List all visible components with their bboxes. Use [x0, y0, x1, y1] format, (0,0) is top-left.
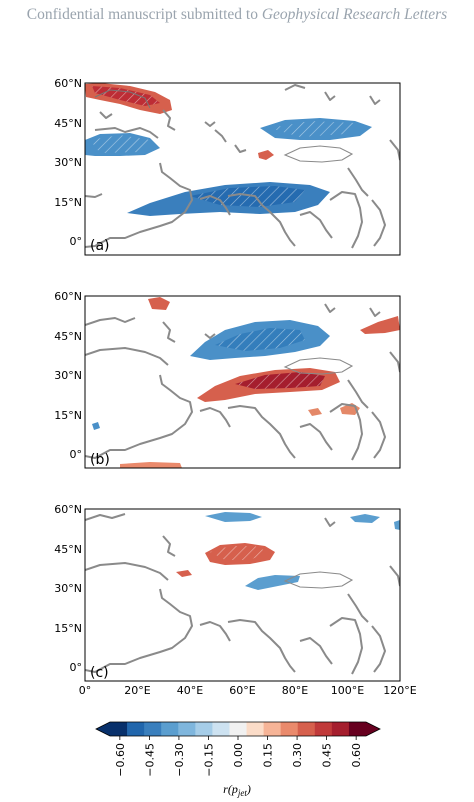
lon-tick: 0°	[79, 684, 92, 697]
lat-tick: 15°N	[54, 196, 82, 209]
lon-tick: 80°E	[282, 684, 308, 697]
colorbar-bin	[331, 722, 350, 736]
lat-tick: 0°	[70, 661, 83, 674]
coastlines-c	[85, 513, 400, 675]
lon-ticks: 0° 20°E 40°E 60°E 80°E 100°E 120°E	[79, 684, 417, 697]
lat-tick: 0°	[70, 448, 83, 461]
colorbar-tick-label: 0.45	[321, 743, 334, 768]
panel-a-frame	[84, 82, 401, 256]
colorbar-tick-label: −0.15	[202, 743, 215, 777]
colorbar-tick-label: 0.15	[262, 743, 275, 768]
red-spot-east-b	[360, 316, 400, 334]
tibet-contour-c	[283, 571, 354, 589]
colorbar-max-extend	[366, 722, 380, 736]
panel-c: (c)	[84, 508, 401, 682]
lat-tick: 60°N	[54, 503, 82, 516]
colorbar-bin	[212, 722, 230, 736]
lat-tick: 15°N	[54, 622, 82, 635]
significance-hatching-a	[90, 86, 355, 207]
lat-tick: 45°N	[54, 543, 82, 556]
panel-c-label: (c)	[90, 665, 109, 681]
colorbar: −0.60 −0.45 −0.30 −0.15 0.00 0.15 0.30 0.45 0.60…	[95, 721, 381, 798]
blue-strip-east-c	[350, 514, 380, 523]
manuscript-header: Confidential manuscript submitted to Geo…	[0, 6, 474, 24]
colorbar-bin	[195, 722, 213, 736]
significance-hatching-c	[210, 546, 268, 560]
panel-c-frame	[84, 508, 401, 682]
lat-tick: 30°N	[54, 369, 82, 382]
red-spot-west-c	[176, 570, 192, 577]
colorbar-bin	[263, 722, 282, 736]
lat-tick: 30°N	[54, 582, 82, 595]
journal-name: Geophysical Research Letters	[261, 6, 448, 23]
lat-tick: 60°N	[54, 290, 82, 303]
lat-ticks-b: 60°N 45°N 30°N 15°N 0°	[54, 290, 82, 461]
red-strip-south-b	[120, 462, 182, 468]
colorbar-tick-label: 0.30	[291, 743, 304, 768]
red-spot-india-b	[308, 408, 322, 416]
tibet-contour-a	[283, 145, 354, 163]
red-spot-himalaya	[258, 150, 274, 160]
lon-tick: 60°E	[229, 684, 255, 697]
colorbar-bin	[314, 722, 333, 736]
colorbar-bin	[144, 722, 162, 736]
lat-tick: 60°N	[54, 77, 82, 90]
lon-tick: 100°E	[331, 684, 364, 697]
panel-b-frame	[84, 295, 401, 469]
colorbar-bin	[110, 722, 128, 736]
coastlines-b	[85, 303, 400, 461]
header-prefix: Confidential manuscript submitted to	[26, 6, 262, 23]
lat-ticks-c: 60°N 45°N 30°N 15°N 0°	[54, 503, 82, 674]
lat-tick: 45°N	[54, 117, 82, 130]
panel-a-label: (a)	[90, 238, 110, 254]
lon-tick: 120°E	[383, 684, 416, 697]
panel-a: (a)	[84, 82, 401, 256]
colorbar-bin	[280, 722, 299, 736]
colorbar-bin	[348, 722, 367, 736]
significance-hatching-b	[215, 328, 325, 389]
colorbar-label-main: r(p	[223, 782, 238, 796]
coastlines-a	[85, 84, 400, 249]
colorbar-bin	[297, 722, 316, 736]
blue-spot-africa-b	[92, 422, 100, 430]
colorbar-segments	[96, 722, 380, 736]
colorbar-label-close: )	[246, 782, 251, 796]
colorbar-label-sub: jet	[237, 788, 247, 798]
colorbar-ticks: −0.60 −0.45 −0.30 −0.15 0.00 0.15 0.30 0.45 0.60	[114, 736, 363, 777]
lat-ticks-a: 60°N 45°N 30°N 15°N 0°	[54, 77, 82, 248]
lon-tick: 40°E	[177, 684, 203, 697]
colorbar-tick-label: −0.30	[173, 743, 186, 777]
lat-tick: 15°N	[54, 409, 82, 422]
panel-b-label: (b)	[90, 452, 110, 468]
lat-tick: 0°	[70, 235, 83, 248]
colorbar-bin	[161, 722, 179, 736]
colorbar-outline	[95, 721, 381, 737]
colorbar-bin	[246, 722, 264, 736]
lon-tick: 20°E	[124, 684, 150, 697]
colorbar-label: r(pjet)	[223, 782, 251, 798]
colorbar-tick-label: 0.00	[232, 743, 245, 768]
colorbar-bin	[127, 722, 145, 736]
colorbar-bin	[178, 722, 196, 736]
colorbar-min-extend	[96, 722, 110, 736]
colorbar-bin	[229, 722, 247, 736]
panel-b: (b)	[84, 295, 401, 469]
colorbar-tick-label: −0.45	[143, 743, 156, 777]
lat-tick: 45°N	[54, 330, 82, 343]
europe-contour-a	[94, 89, 151, 109]
lat-tick: 30°N	[54, 156, 82, 169]
colorbar-tick-label: 0.60	[350, 743, 363, 768]
blue-region-south-c	[245, 575, 300, 590]
blue-spot-edge-c	[394, 520, 400, 530]
tibet-contour-b	[283, 357, 354, 375]
colorbar-tick-label: −0.60	[114, 743, 127, 777]
red-spot-europe-b	[148, 297, 170, 310]
blue-strip-north-c	[205, 512, 262, 522]
